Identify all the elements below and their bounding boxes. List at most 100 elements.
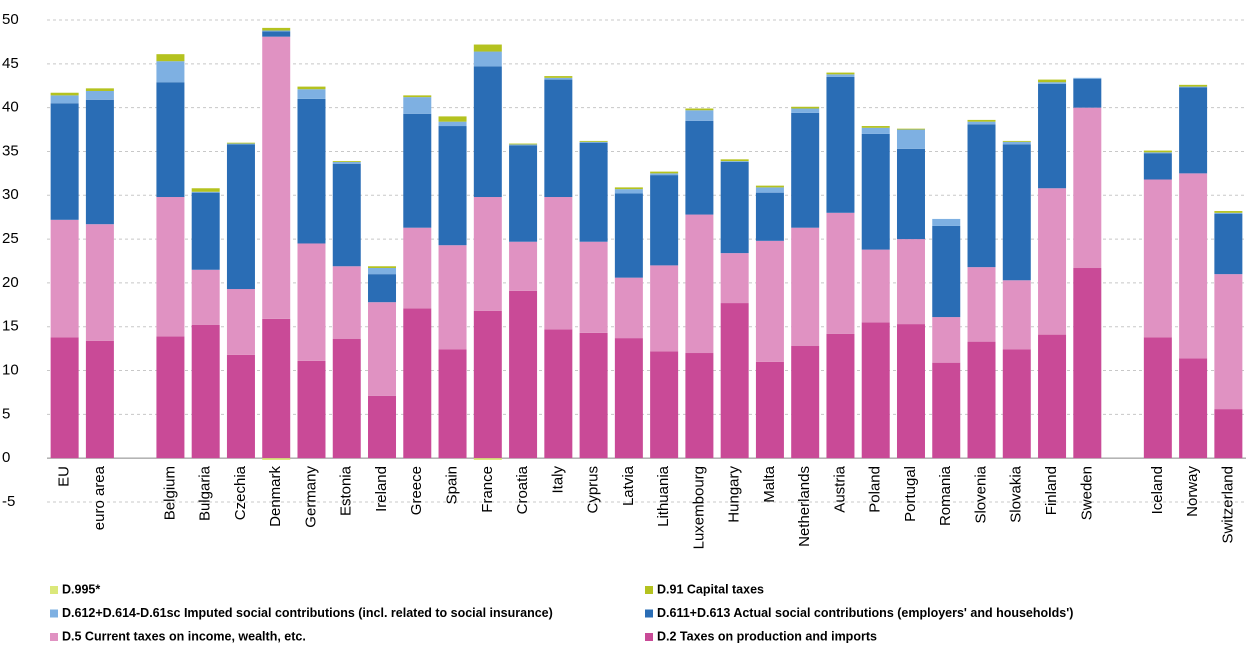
bar-segment — [967, 267, 996, 342]
bar-segment — [791, 112, 820, 228]
bar-segment — [932, 218, 961, 226]
bar-segment — [967, 124, 996, 268]
bar-segment — [1143, 152, 1172, 154]
bar-segment — [685, 353, 714, 459]
x-tick-label: Luxembourg — [690, 466, 707, 549]
bar-segment — [156, 336, 185, 459]
bar-segment — [226, 289, 255, 355]
bar-segment — [403, 95, 432, 98]
bar-segment — [755, 361, 784, 459]
legend-label: D.995* — [62, 582, 100, 596]
bar-segment — [826, 76, 855, 213]
x-tick-label: EU — [56, 466, 73, 487]
bar-segment — [50, 103, 79, 220]
bar-segment — [544, 79, 573, 198]
bar-segment — [650, 173, 679, 176]
bar-segment — [1179, 358, 1208, 459]
bar-segment — [473, 51, 502, 67]
bar-segment — [720, 303, 749, 459]
y-tick-label: 10 — [2, 362, 19, 379]
bar-segment — [791, 227, 820, 347]
bar-segment — [156, 61, 185, 83]
bar-segment — [509, 290, 538, 459]
bar-segment — [967, 119, 996, 122]
bar-segment — [85, 99, 114, 225]
x-tick-label: France — [479, 466, 496, 513]
bar-segment — [579, 332, 608, 459]
x-tick-label: Iceland — [1149, 466, 1166, 514]
y-tick-label: 15 — [2, 318, 19, 335]
bar-segment — [544, 77, 573, 80]
bar-segment — [1214, 409, 1243, 459]
bar-segment — [791, 346, 820, 459]
bar-segment — [1143, 337, 1172, 459]
y-tick-label: 35 — [2, 142, 19, 159]
bar-segment — [1002, 141, 1031, 145]
x-tick-label: Greece — [408, 466, 425, 515]
bar-segment — [191, 269, 220, 325]
bar-segment — [579, 241, 608, 333]
y-tick-label: 50 — [2, 11, 19, 28]
bar-segment — [720, 159, 749, 162]
x-tick-label: Romania — [937, 465, 954, 526]
x-tick-label: Croatia — [514, 465, 531, 514]
legend-swatch — [50, 633, 58, 641]
y-tick-label: 20 — [2, 274, 19, 291]
bar-segment — [332, 161, 361, 162]
bar-segment — [1214, 212, 1243, 214]
bar-segment — [85, 90, 114, 100]
x-tick-label: Czechia — [232, 465, 249, 520]
y-tick-label: 25 — [2, 230, 19, 247]
bar-segment — [438, 245, 467, 350]
y-tick-label: 5 — [2, 405, 10, 422]
x-tick-label: Slovenia — [972, 465, 989, 523]
bar-segment — [509, 241, 538, 291]
bar-segment — [650, 265, 679, 352]
bar-segment — [368, 268, 397, 275]
bar-segment — [1179, 86, 1208, 88]
bar-segment — [896, 128, 925, 130]
legend-label: D.611+D.613 Actual social contributions … — [657, 606, 1073, 620]
bar-segment — [544, 197, 573, 330]
y-tick-label: 40 — [2, 99, 19, 116]
bar-segment — [85, 88, 114, 91]
bar-segment — [720, 161, 749, 162]
bar-segment — [1179, 84, 1208, 87]
bar-segment — [1179, 173, 1208, 359]
bar-segment — [685, 214, 714, 354]
bar-segment — [50, 92, 79, 96]
x-tick-label: Belgium — [161, 466, 178, 520]
bar-segment — [1214, 213, 1243, 275]
bar-segment — [191, 324, 220, 459]
bar-segment — [473, 458, 502, 460]
bar-segment — [191, 191, 220, 193]
bar-segment — [861, 249, 890, 323]
bar-segment — [791, 108, 820, 113]
x-tick-label: Estonia — [338, 465, 355, 516]
bar-segment — [755, 192, 784, 241]
bar-segment — [896, 324, 925, 459]
bar-segment — [755, 187, 784, 193]
x-tick-label: euro area — [91, 465, 108, 530]
bar-segment — [579, 142, 608, 242]
bar-segment — [861, 126, 890, 128]
y-tick-label: -5 — [2, 493, 15, 510]
legend-label: D.2 Taxes on production and imports — [657, 629, 877, 643]
bar-segment — [826, 74, 855, 77]
bar-segment — [509, 144, 538, 146]
bar-segment — [332, 163, 361, 267]
bar-segment — [332, 161, 361, 164]
bar-segment — [1143, 150, 1172, 153]
bar-segment — [368, 395, 397, 459]
bar-segment — [297, 360, 326, 459]
legend-label: D.91 Capital taxes — [657, 582, 764, 596]
bar-segment — [967, 121, 996, 125]
bar-segment — [297, 98, 326, 244]
bar-segment — [438, 126, 467, 246]
bar-segment — [403, 113, 432, 228]
legend-swatch — [645, 633, 653, 641]
bar-segment — [1038, 83, 1067, 189]
x-tick-label: Latvia — [620, 465, 637, 506]
bar-segment — [50, 219, 79, 338]
